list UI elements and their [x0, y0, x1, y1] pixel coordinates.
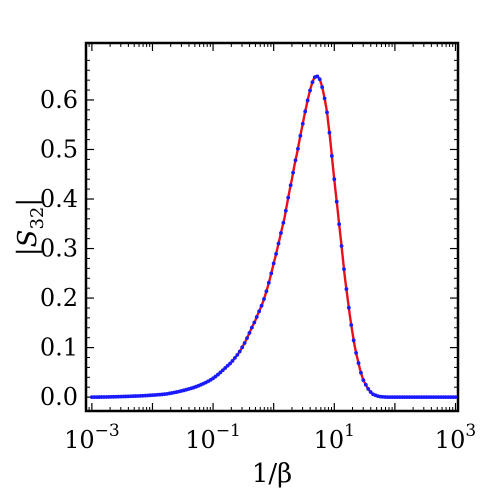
series-point: [286, 195, 291, 200]
series-point: [354, 350, 358, 355]
y-axis-label-bar: |: [13, 198, 43, 207]
y-tick-label: 0.4: [40, 185, 78, 213]
series-point: [320, 85, 325, 89]
series-point: [334, 199, 339, 204]
series-point: [225, 363, 230, 368]
series-layer: [89, 74, 458, 400]
series-point: [274, 251, 279, 256]
series-point: [349, 323, 354, 327]
series-point: [298, 133, 303, 138]
series-point: [308, 88, 312, 93]
x-tick-label: 101: [314, 421, 355, 454]
axis-ticks: [85, 43, 458, 411]
x-tick-label: 10−1: [185, 421, 241, 454]
series-line: [91, 74, 456, 399]
series-point: [339, 244, 344, 248]
series-point: [281, 220, 286, 225]
series-point: [303, 109, 308, 114]
series-point: [230, 358, 235, 363]
series-point: [291, 170, 295, 175]
series-point: [356, 361, 361, 365]
series-point: [342, 267, 346, 271]
series-point: [240, 345, 245, 350]
series-point: [368, 390, 373, 394]
series-point: [351, 338, 356, 343]
series-point: [266, 280, 271, 285]
series-point: [252, 320, 257, 325]
series-point: [242, 341, 247, 345]
y-axis-label-subscript: 32: [27, 207, 48, 230]
series-point: [288, 183, 293, 188]
series-point: [361, 378, 366, 383]
series-point: [300, 121, 305, 126]
y-tick-label: 0.0: [40, 383, 78, 411]
x-axis-label-text: 1/β: [252, 459, 292, 489]
series-point: [359, 370, 363, 375]
series-point: [325, 110, 329, 115]
series-point: [257, 309, 262, 314]
series-point: [235, 353, 240, 357]
series-point: [237, 349, 242, 354]
y-axis-label: |S32|: [13, 198, 48, 256]
series-point: [271, 261, 276, 266]
series-point: [262, 297, 266, 301]
y-tick-label: 0.2: [40, 284, 78, 312]
y-tick-label: 0.5: [40, 135, 78, 163]
series-point: [346, 305, 351, 310]
y-tick-label: 0.6: [40, 86, 78, 114]
series-point: [223, 366, 228, 370]
series-point: [366, 386, 371, 391]
series-point: [293, 158, 298, 163]
series-point: [363, 382, 368, 387]
series-point: [332, 177, 337, 182]
series-point: [283, 208, 288, 213]
series-point: [276, 241, 281, 246]
series-point: [259, 303, 264, 308]
x-tick-label: 10−3: [64, 421, 120, 454]
y-axis-label-bar: |: [13, 247, 43, 256]
series-point: [264, 289, 269, 294]
series-point: [327, 130, 332, 135]
series-point: [247, 330, 252, 335]
x-axis-label: 1/β: [252, 459, 292, 489]
series-point: [218, 370, 223, 375]
series-point: [310, 80, 315, 85]
y-tick-label: 0.3: [40, 235, 78, 263]
plot-frame: [84, 41, 460, 413]
series-point: [279, 231, 283, 235]
series-point: [344, 287, 349, 291]
series-point: [337, 222, 342, 227]
series-point: [254, 315, 259, 319]
series-point: [220, 368, 225, 373]
series-point: [233, 355, 237, 360]
series-point: [228, 361, 232, 366]
series-point: [329, 154, 334, 158]
series-point: [317, 77, 322, 82]
tick-labels: 10−3 10−1 101 103 0.0 0.1 0.2 0.3 0.4 0.5 0.6: [40, 86, 476, 454]
series-point: [322, 96, 327, 101]
x-tick-label: 103: [435, 421, 476, 454]
series-point: [305, 98, 310, 103]
series-point: [453, 395, 458, 400]
series-point: [245, 336, 249, 341]
y-axis-label-symbol: S: [13, 230, 43, 248]
series-point: [315, 74, 320, 79]
series-point: [269, 271, 274, 276]
y-tick-label: 0.1: [40, 334, 78, 362]
series-point: [296, 146, 300, 151]
series-point: [249, 325, 254, 330]
